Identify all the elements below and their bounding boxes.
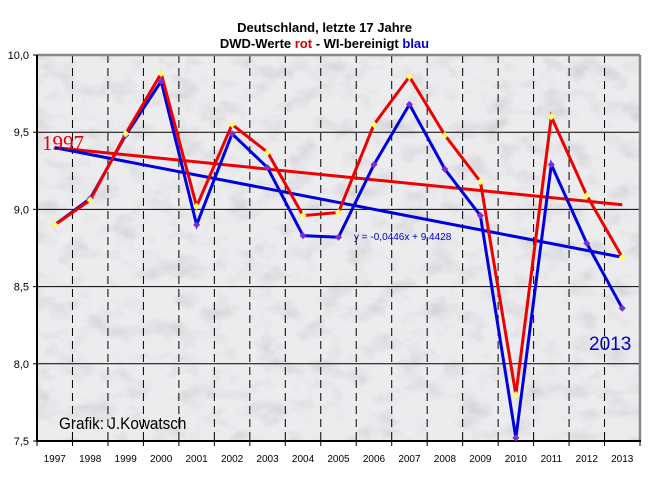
data-point-blue bbox=[441, 165, 449, 173]
data-point-red bbox=[299, 212, 307, 220]
y-tick-label: 10,0 bbox=[8, 50, 29, 62]
trend-equation: y = -0,0446x + 9,4428 bbox=[354, 232, 452, 243]
x-tick-label: 2001 bbox=[185, 454, 208, 465]
x-tick-label: 2007 bbox=[398, 454, 421, 465]
data-point-blue bbox=[193, 221, 201, 229]
y-tick-label: 8,5 bbox=[14, 282, 29, 294]
plot-area bbox=[37, 55, 640, 441]
data-point-red bbox=[157, 69, 165, 78]
x-tick-label: 1999 bbox=[115, 454, 138, 465]
data-point-blue bbox=[264, 164, 272, 172]
x-tick-label: 2012 bbox=[576, 454, 599, 465]
start-year-label: 1997 bbox=[42, 131, 84, 155]
data-point-red bbox=[334, 208, 343, 217]
data-point-red bbox=[405, 73, 413, 81]
data-point-blue bbox=[334, 233, 343, 241]
data-point-red bbox=[441, 131, 449, 139]
data-point-blue bbox=[157, 77, 165, 85]
data-point-red bbox=[122, 130, 130, 138]
subtitle-blue: blau bbox=[402, 36, 430, 51]
x-tick-label: 2000 bbox=[150, 454, 173, 465]
y-tick-label: 9,5 bbox=[14, 127, 29, 139]
data-point-blue bbox=[512, 434, 520, 442]
trendline-red bbox=[54, 146, 623, 207]
data-point-red bbox=[547, 113, 555, 121]
data-point-blue bbox=[405, 100, 413, 108]
chart-subtitle: DWD-Werte rot - WI-bereinigt blau bbox=[0, 36, 649, 51]
x-tick-label: 2003 bbox=[256, 454, 279, 465]
y-tick-label: 8,0 bbox=[14, 359, 29, 371]
trendline-blue bbox=[54, 146, 623, 259]
data-point-red bbox=[476, 178, 484, 186]
chart-title: Deutschland, letzte 17 Jahre bbox=[237, 20, 412, 35]
x-tick-label: 2002 bbox=[221, 454, 244, 465]
data-point-blue bbox=[228, 130, 236, 138]
x-tick-label: 2009 bbox=[469, 454, 492, 465]
data-point-red bbox=[618, 253, 626, 261]
x-tick-label: 2006 bbox=[363, 454, 386, 465]
data-point-red bbox=[583, 191, 591, 200]
x-tick-label: 2013 bbox=[611, 454, 634, 465]
y-tick-label: 7,5 bbox=[14, 436, 29, 448]
data-point-blue bbox=[583, 239, 591, 247]
subtitle-part-2: - WI-bereinigt bbox=[312, 36, 403, 51]
data-point-red bbox=[512, 391, 520, 399]
credit-label: Grafik: J.Kowatsch bbox=[59, 414, 186, 433]
data-point-red bbox=[264, 148, 272, 156]
x-tick-label: 2011 bbox=[541, 454, 563, 465]
x-tick-label: 2005 bbox=[327, 454, 350, 465]
data-point-red bbox=[86, 196, 94, 204]
y-tick-label: 9,0 bbox=[14, 204, 29, 216]
data-point-red bbox=[370, 120, 378, 129]
data-point-blue bbox=[299, 232, 307, 240]
subtitle-part-1: DWD-Werte bbox=[219, 36, 295, 51]
data-point-blue bbox=[476, 212, 484, 220]
data-point-blue bbox=[618, 304, 626, 312]
data-point-red bbox=[51, 221, 59, 229]
x-tick-label: 2004 bbox=[292, 454, 315, 465]
data-point-blue bbox=[370, 161, 378, 169]
x-tick-label: 1997 bbox=[44, 454, 67, 465]
x-tick-label: 2010 bbox=[505, 454, 528, 465]
data-point-blue bbox=[547, 161, 555, 169]
x-tick-label: 2008 bbox=[434, 454, 457, 465]
data-point-red bbox=[228, 120, 236, 129]
data-point-red bbox=[193, 202, 201, 210]
subtitle-red: rot bbox=[294, 36, 313, 51]
x-tick-label: 1998 bbox=[79, 454, 102, 465]
end-year-label: 2013 bbox=[589, 334, 631, 355]
